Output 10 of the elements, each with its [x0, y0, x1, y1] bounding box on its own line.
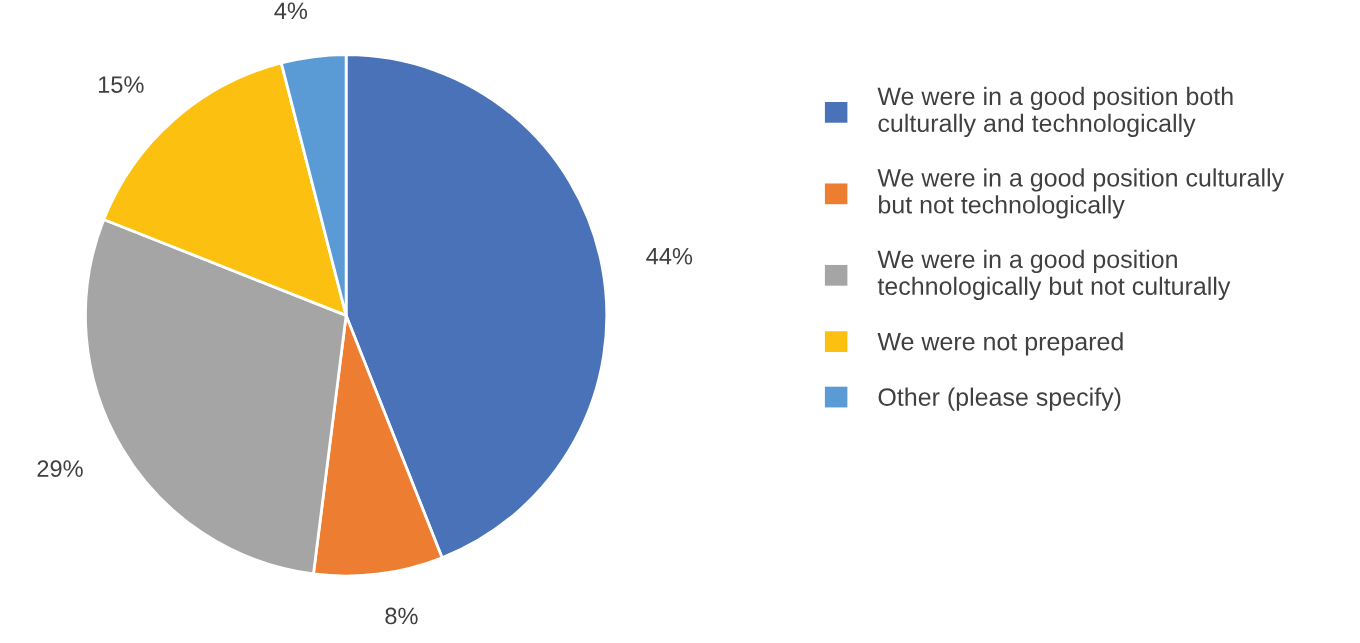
- data-label: 29%: [37, 460, 83, 477]
- legend-label: Other (please specify): [878, 387, 1121, 411]
- data-label: 15%: [98, 76, 144, 93]
- legend-label: We were in a good position culturally but not technologically: [877, 168, 1285, 219]
- data-label: 8%: [385, 607, 418, 625]
- legend-label: We were in a good position technologically but not culturally: [877, 249, 1231, 300]
- legend-label: We were not prepared: [877, 332, 1123, 356]
- legend-label: We were in a good position both culturally and technologically: [877, 86, 1233, 138]
- data-label: 44%: [646, 247, 693, 265]
- data-label: 4%: [274, 2, 308, 20]
